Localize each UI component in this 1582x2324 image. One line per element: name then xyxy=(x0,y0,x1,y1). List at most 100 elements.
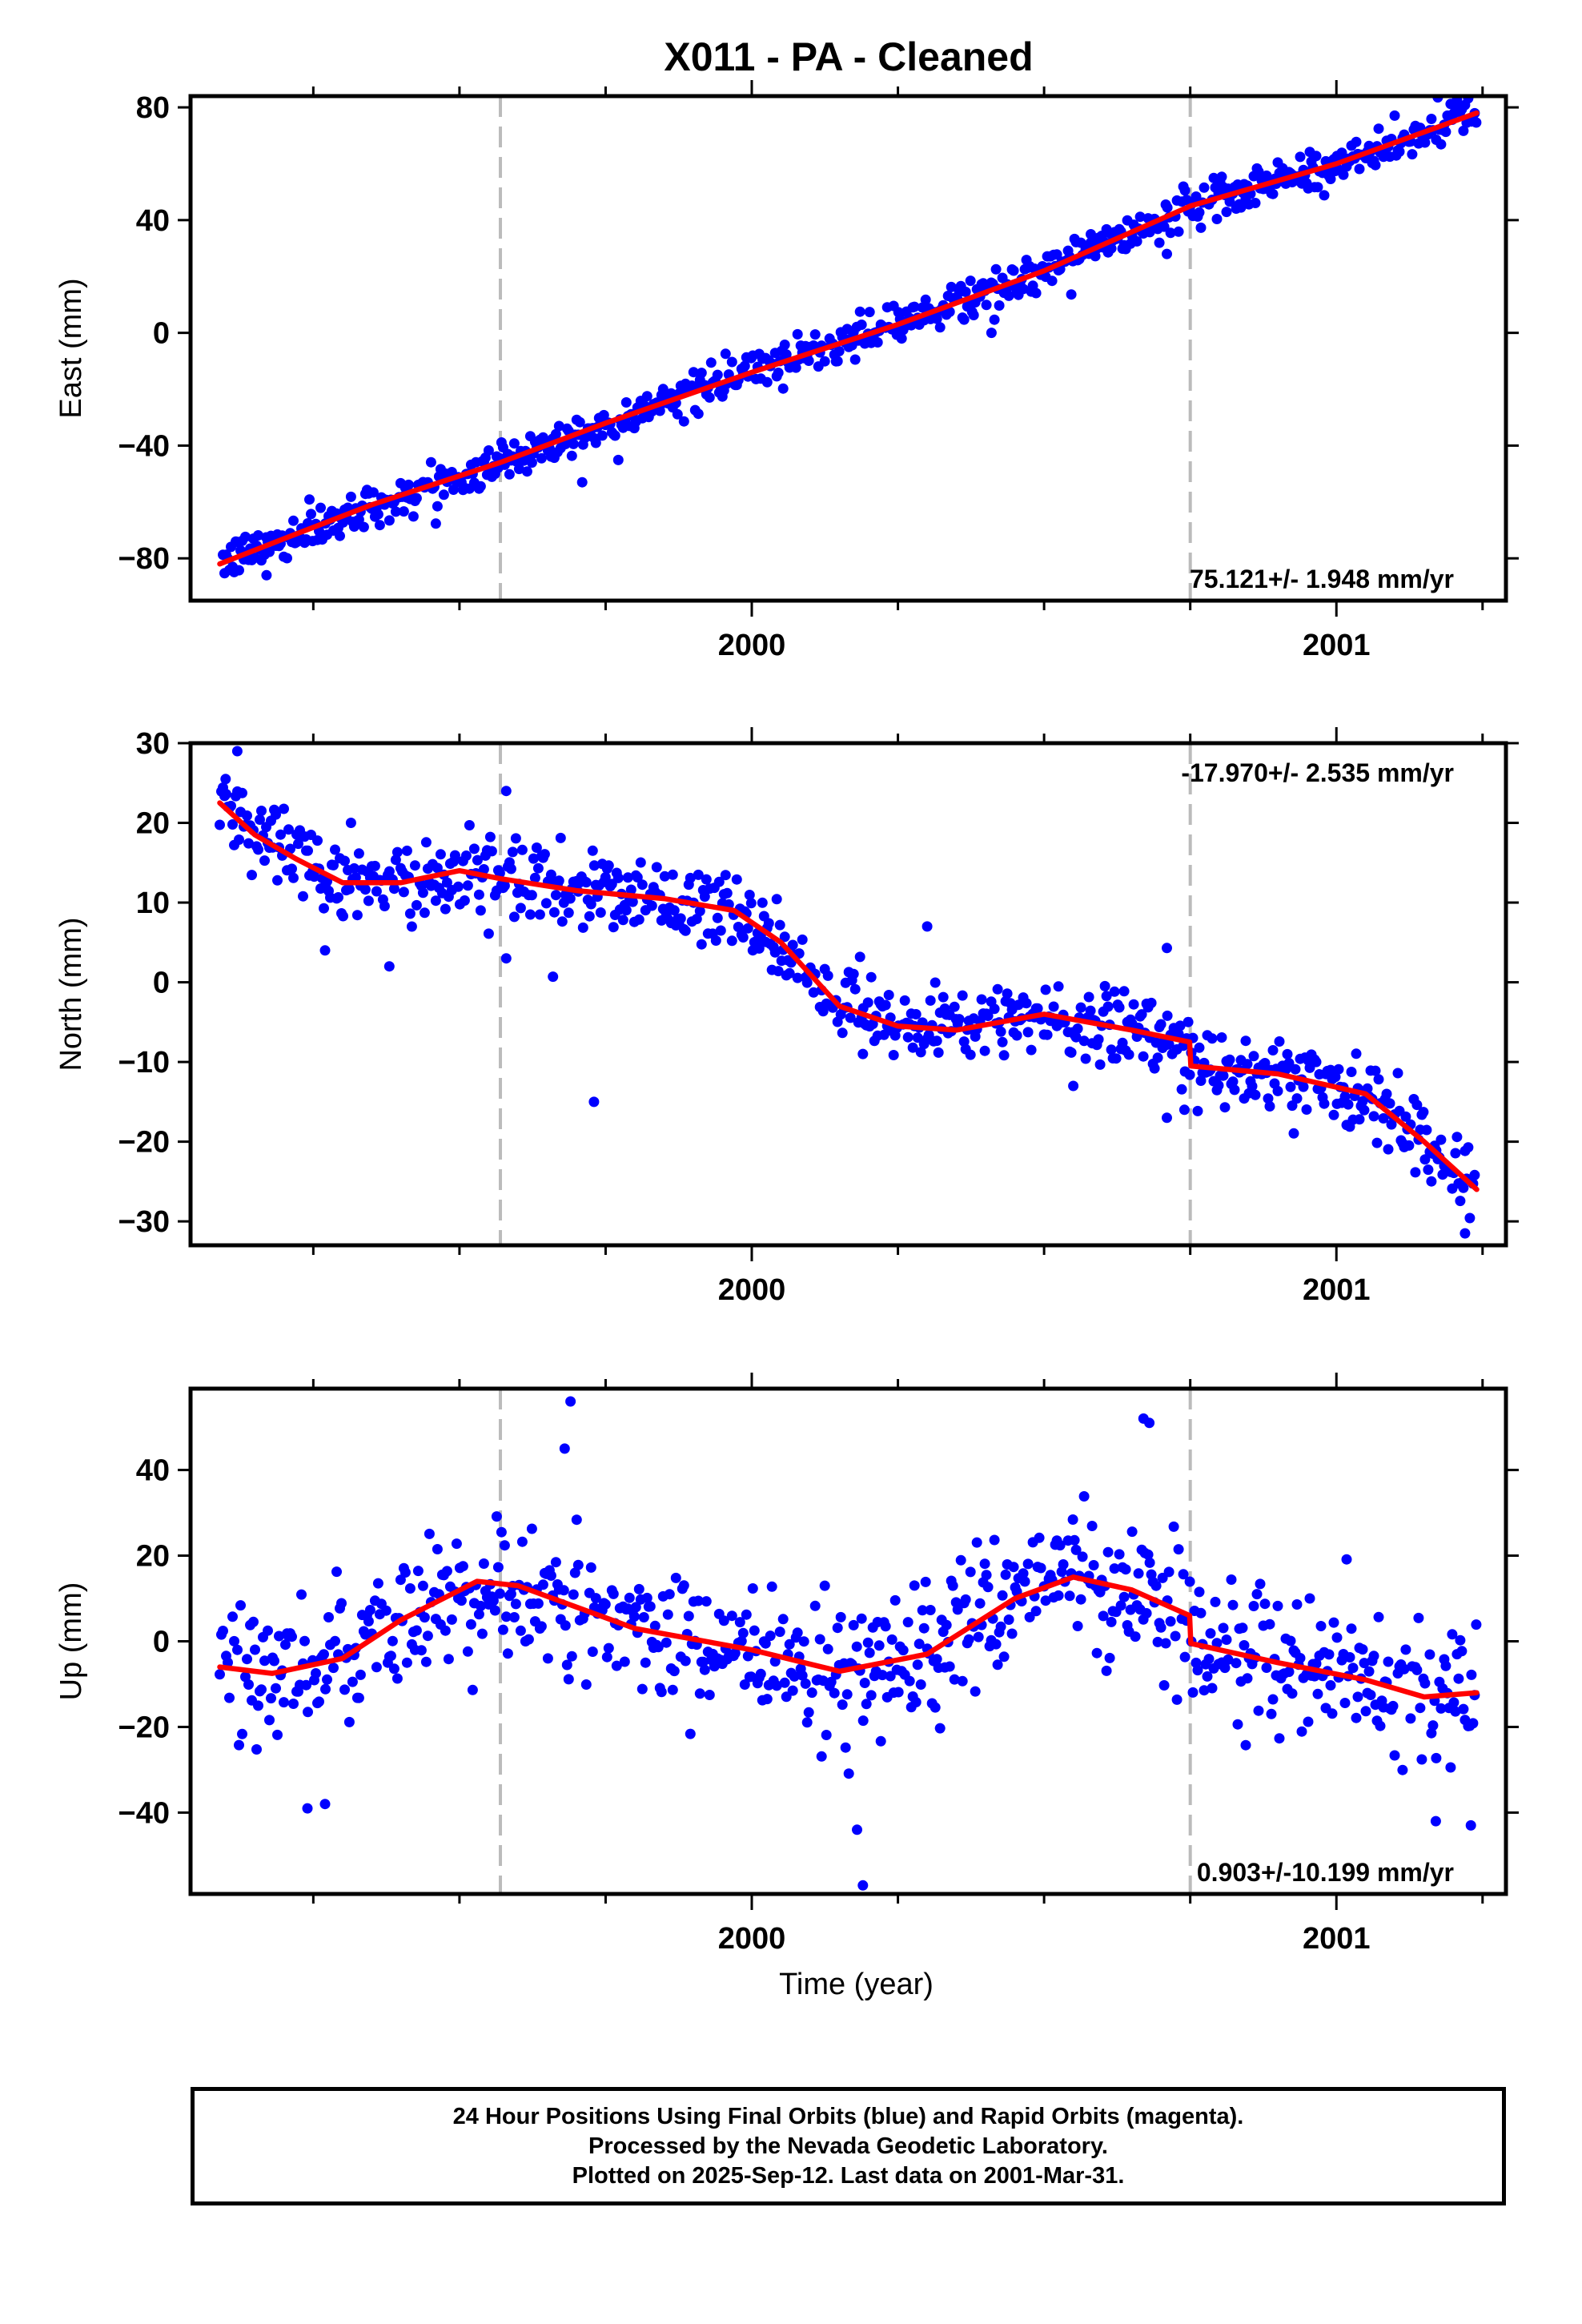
data-point xyxy=(1267,1694,1279,1705)
data-point xyxy=(363,895,374,907)
data-point xyxy=(1106,1044,1117,1055)
data-point xyxy=(851,1641,862,1652)
data-point xyxy=(550,890,561,901)
data-point xyxy=(1375,1720,1386,1731)
data-point xyxy=(963,1634,974,1645)
data-point xyxy=(659,870,670,882)
data-point xyxy=(526,457,537,468)
data-point xyxy=(304,494,315,505)
x-tick-label: 2001 xyxy=(1303,629,1371,662)
data-point xyxy=(952,1604,963,1615)
data-point xyxy=(528,853,539,864)
data-point xyxy=(1291,1599,1303,1610)
data-point xyxy=(572,1559,584,1570)
data-point xyxy=(747,1583,758,1594)
data-point xyxy=(998,1050,1010,1061)
data-point xyxy=(915,1679,926,1690)
data-point xyxy=(264,1715,275,1726)
data-point xyxy=(920,1576,931,1587)
data-point xyxy=(1427,1720,1439,1731)
data-point xyxy=(611,1660,622,1671)
y-axis-label: Up (mm) xyxy=(54,1582,88,1701)
data-point xyxy=(917,1605,928,1616)
data-point xyxy=(1363,1666,1375,1677)
data-point xyxy=(585,1562,596,1573)
data-point xyxy=(1266,1708,1277,1719)
data-point xyxy=(1168,1521,1179,1532)
data-point xyxy=(478,864,489,875)
data-point xyxy=(816,1751,827,1762)
data-point xyxy=(404,1583,416,1594)
data-point xyxy=(1035,1562,1046,1574)
data-point xyxy=(1267,1045,1279,1055)
data-point xyxy=(989,314,1000,325)
data-point xyxy=(1115,1600,1126,1611)
data-point xyxy=(1359,1658,1370,1669)
data-point xyxy=(330,1635,340,1647)
data-point xyxy=(526,890,537,901)
data-point xyxy=(383,961,395,972)
data-point xyxy=(1338,169,1349,180)
data-point xyxy=(1445,1762,1456,1773)
data-point xyxy=(398,506,409,517)
data-point xyxy=(1352,1691,1363,1703)
data-point xyxy=(588,1096,600,1108)
data-point xyxy=(930,1702,941,1713)
data-point xyxy=(734,1617,745,1628)
data-point xyxy=(555,832,566,843)
data-point xyxy=(1102,1546,1114,1558)
data-point xyxy=(749,1625,760,1636)
data-point xyxy=(938,991,949,1003)
data-point xyxy=(1327,1708,1338,1719)
data-point xyxy=(438,489,449,501)
data-point xyxy=(1465,1819,1476,1831)
data-point xyxy=(701,1596,712,1607)
data-point xyxy=(500,786,512,797)
data-point xyxy=(696,368,707,379)
data-point xyxy=(640,1657,651,1668)
data-point xyxy=(576,476,588,488)
data-point xyxy=(696,939,707,950)
data-point xyxy=(1106,243,1117,254)
data-point xyxy=(694,906,705,917)
data-point xyxy=(1219,1102,1231,1113)
data-point xyxy=(1162,202,1173,213)
data-point xyxy=(510,833,521,844)
data-point xyxy=(934,1723,946,1734)
data-point xyxy=(271,809,281,820)
data-point xyxy=(784,1638,795,1650)
data-point xyxy=(989,1003,1000,1015)
data-point xyxy=(907,1042,918,1053)
data-point xyxy=(1162,943,1172,954)
data-point xyxy=(779,1677,790,1688)
data-point xyxy=(404,908,416,919)
data-point xyxy=(1304,1593,1315,1604)
data-point xyxy=(1389,110,1400,121)
data-point xyxy=(569,1567,580,1578)
data-point xyxy=(1239,1640,1250,1651)
data-point xyxy=(931,1035,942,1047)
data-point xyxy=(1162,248,1172,259)
data-point xyxy=(1070,1031,1082,1043)
data-point xyxy=(861,1699,872,1710)
data-point xyxy=(1221,1634,1232,1645)
data-point xyxy=(1229,1084,1240,1096)
data-point xyxy=(944,306,955,317)
data-point xyxy=(504,468,515,480)
data-point xyxy=(483,928,494,939)
data-point xyxy=(590,437,601,448)
data-point xyxy=(715,925,726,936)
data-point xyxy=(781,349,792,360)
data-point xyxy=(1368,1651,1379,1662)
data-point xyxy=(1032,1003,1043,1014)
data-point xyxy=(958,314,970,325)
data-point xyxy=(476,1628,488,1639)
data-point xyxy=(1351,136,1362,147)
data-point xyxy=(585,899,596,910)
data-point xyxy=(1373,1074,1384,1085)
data-point xyxy=(864,307,875,318)
data-point xyxy=(1415,1703,1426,1714)
data-point xyxy=(865,1690,877,1701)
data-point xyxy=(779,931,790,943)
data-point xyxy=(633,914,644,925)
